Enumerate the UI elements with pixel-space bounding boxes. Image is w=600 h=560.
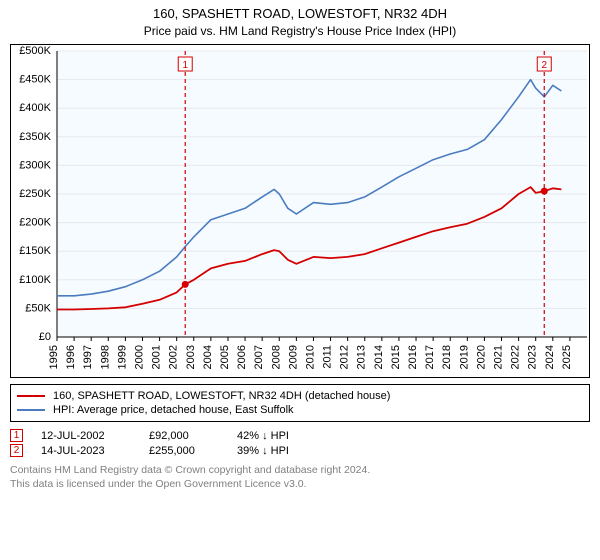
svg-text:£0: £0 bbox=[39, 331, 51, 343]
svg-text:2007: 2007 bbox=[253, 345, 265, 369]
svg-text:£150K: £150K bbox=[19, 245, 51, 257]
svg-text:£50K: £50K bbox=[25, 303, 51, 315]
svg-text:£350K: £350K bbox=[19, 131, 51, 143]
svg-text:£250K: £250K bbox=[19, 188, 51, 200]
line-chart: £0 £50K £100K £150K £200K £250K £300K £350K £400… bbox=[11, 45, 591, 377]
svg-text:2011: 2011 bbox=[322, 345, 334, 369]
svg-text:1998: 1998 bbox=[99, 345, 111, 369]
svg-text:2001: 2001 bbox=[151, 345, 163, 369]
svg-text:1999: 1999 bbox=[116, 345, 128, 369]
svg-text:1997: 1997 bbox=[82, 345, 94, 369]
svg-text:2016: 2016 bbox=[407, 345, 419, 369]
svg-text:£500K: £500K bbox=[19, 45, 51, 57]
svg-text:2024: 2024 bbox=[544, 345, 556, 369]
svg-text:2000: 2000 bbox=[133, 345, 145, 369]
sale-marker-icon: 2 bbox=[10, 444, 23, 457]
svg-text:2003: 2003 bbox=[185, 345, 197, 369]
svg-text:2020: 2020 bbox=[475, 345, 487, 369]
svg-text:2015: 2015 bbox=[390, 345, 402, 369]
svg-text:£450K: £450K bbox=[19, 74, 51, 86]
sales-markers-table: 1 12-JUL-2002 £92,000 42% ↓ HPI 2 14-JUL… bbox=[10, 428, 590, 458]
sale-date: 14-JUL-2023 bbox=[41, 445, 131, 457]
sale-row-2: 2 14-JUL-2023 £255,000 39% ↓ HPI bbox=[10, 443, 590, 458]
legend-row-price-paid: 160, SPASHETT ROAD, LOWESTOFT, NR32 4DH … bbox=[17, 389, 583, 403]
svg-text:£100K: £100K bbox=[19, 274, 51, 286]
legend-row-hpi: HPI: Average price, detached house, East… bbox=[17, 403, 583, 417]
chart-container: £0 £50K £100K £150K £200K £250K £300K £350K £400… bbox=[10, 44, 590, 378]
page-title: 160, SPASHETT ROAD, LOWESTOFT, NR32 4DH bbox=[10, 6, 590, 22]
svg-text:£400K: £400K bbox=[19, 102, 51, 114]
svg-text:£300K: £300K bbox=[19, 160, 51, 172]
svg-text:2004: 2004 bbox=[202, 345, 214, 369]
footer-licence: This data is licensed under the Open Gov… bbox=[10, 478, 590, 492]
svg-text:2013: 2013 bbox=[356, 345, 368, 369]
svg-text:2006: 2006 bbox=[236, 345, 248, 369]
svg-text:2009: 2009 bbox=[287, 345, 299, 369]
svg-text:2018: 2018 bbox=[441, 345, 453, 369]
svg-text:2012: 2012 bbox=[339, 345, 351, 369]
svg-text:2: 2 bbox=[541, 60, 547, 71]
sale-vs-hpi: 39% ↓ HPI bbox=[237, 445, 327, 457]
sale-price: £92,000 bbox=[149, 430, 219, 442]
legend-label: HPI: Average price, detached house, East… bbox=[53, 404, 294, 416]
svg-text:2022: 2022 bbox=[510, 345, 522, 369]
legend-swatch bbox=[17, 409, 45, 411]
svg-text:2017: 2017 bbox=[424, 345, 436, 369]
svg-text:1: 1 bbox=[182, 60, 188, 71]
svg-text:2002: 2002 bbox=[168, 345, 180, 369]
svg-text:2008: 2008 bbox=[270, 345, 282, 369]
page-subtitle: Price paid vs. HM Land Registry's House … bbox=[10, 24, 590, 38]
footer: Contains HM Land Registry data © Crown c… bbox=[10, 464, 590, 491]
legend: 160, SPASHETT ROAD, LOWESTOFT, NR32 4DH … bbox=[10, 384, 590, 422]
sale-price: £255,000 bbox=[149, 445, 219, 457]
legend-label: 160, SPASHETT ROAD, LOWESTOFT, NR32 4DH … bbox=[53, 390, 390, 402]
svg-text:1996: 1996 bbox=[65, 345, 77, 369]
svg-text:£200K: £200K bbox=[19, 217, 51, 229]
svg-text:2005: 2005 bbox=[219, 345, 231, 369]
svg-text:1995: 1995 bbox=[48, 345, 60, 369]
svg-text:2014: 2014 bbox=[373, 345, 385, 369]
sale-marker-icon: 1 bbox=[10, 429, 23, 442]
svg-text:2010: 2010 bbox=[304, 345, 316, 369]
svg-text:2021: 2021 bbox=[493, 345, 505, 369]
svg-text:2025: 2025 bbox=[561, 345, 573, 369]
sale-row-1: 1 12-JUL-2002 £92,000 42% ↓ HPI bbox=[10, 428, 590, 443]
footer-copyright: Contains HM Land Registry data © Crown c… bbox=[10, 464, 590, 478]
svg-text:2019: 2019 bbox=[458, 345, 470, 369]
sale-date: 12-JUL-2002 bbox=[41, 430, 131, 442]
legend-swatch bbox=[17, 395, 45, 397]
sale-vs-hpi: 42% ↓ HPI bbox=[237, 430, 327, 442]
svg-text:2023: 2023 bbox=[527, 345, 539, 369]
